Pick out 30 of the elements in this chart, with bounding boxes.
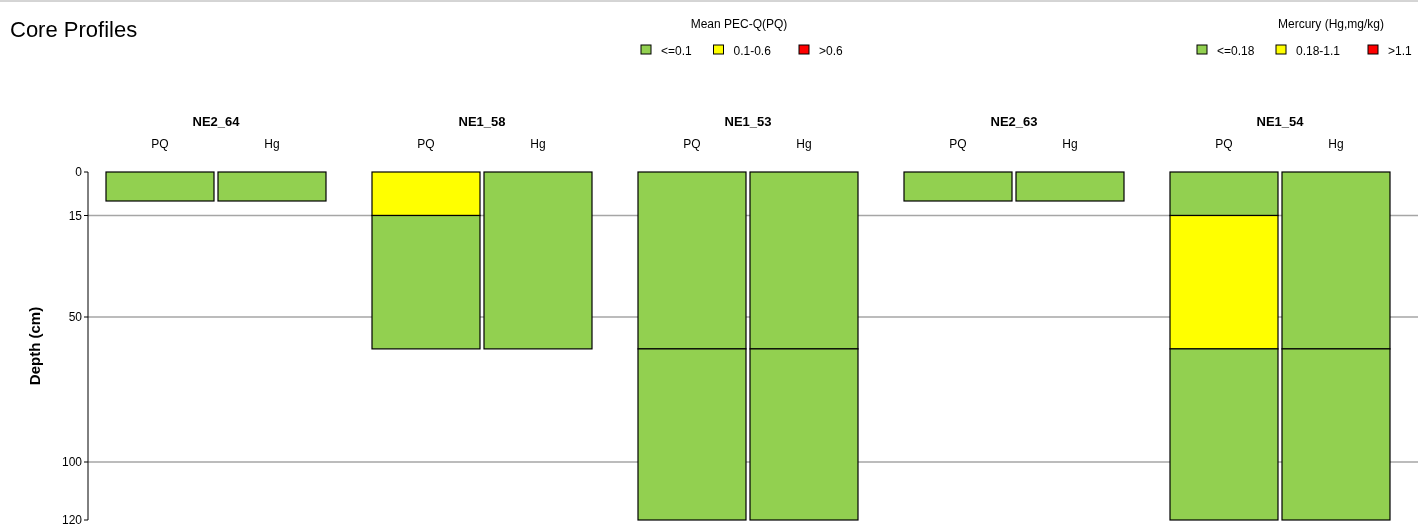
x-tick-label: Hg [530, 137, 546, 151]
legend-label: 0.18-1.1 [1296, 44, 1341, 58]
y-tick-label: 50 [68, 310, 83, 324]
y-tick-label: 120 [61, 513, 83, 527]
text: NE1_54 [1256, 114, 1305, 129]
chart-title: Core Profiles [10, 17, 138, 42]
y-tick-label: 0 [75, 165, 83, 179]
legend-label: 0.1-0.6 [733, 44, 772, 58]
legend-label: >0.6 [819, 44, 844, 58]
x-tick-label: PQ [151, 137, 169, 151]
legend-label: >1.1 [1388, 44, 1413, 58]
x-tick-label: Hg [1062, 137, 1078, 151]
y-tick-label: 15 [68, 208, 83, 223]
text: NE1_53 [724, 114, 772, 129]
text: Mean PEC-Q(PQ) [690, 17, 788, 31]
x-tick-label: PQ [949, 137, 967, 151]
text: NE2_63 [990, 114, 1038, 129]
x-tick-label: PQ [417, 137, 435, 151]
text: Mercury (Hg,mg/kg) [1277, 17, 1385, 31]
x-tick-label: PQ [1215, 137, 1233, 151]
y-axis-title: Depth (cm) [26, 306, 43, 386]
x-tick-label: Hg [1328, 137, 1344, 151]
legend-label: <=0.18 [1217, 44, 1255, 58]
text: NE2_64 [192, 114, 241, 129]
legend-label: <=0.1 [661, 44, 693, 58]
y-tick-label: 100 [61, 455, 83, 469]
x-tick-label: Hg [796, 137, 812, 151]
text: NE1_58 [458, 114, 506, 129]
x-tick-label: Hg [264, 137, 280, 151]
x-tick-label: PQ [683, 137, 701, 151]
